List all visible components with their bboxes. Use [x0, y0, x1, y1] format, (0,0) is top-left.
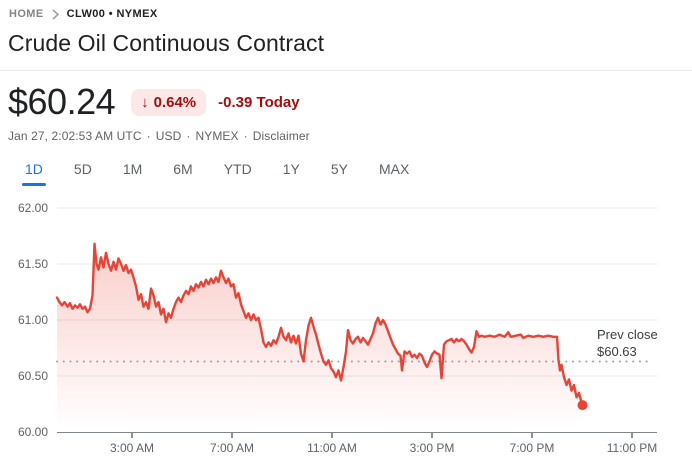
x-axis-label: 11:00 PM: [607, 441, 657, 455]
breadcrumb-current: CLW00 • NYMEX: [66, 8, 158, 20]
meta-separator: ·: [146, 129, 151, 143]
meta-separator: ·: [243, 129, 248, 143]
meta-separator: ·: [186, 129, 191, 143]
x-axis-label: 7:00 PM: [510, 441, 555, 455]
tab-5d[interactable]: 5D: [73, 161, 92, 177]
disclaimer-link[interactable]: Disclaimer: [252, 129, 310, 143]
quote-currency: USD: [155, 129, 182, 143]
quote-timestamp: Jan 27, 2:02:53 AM UTC: [8, 129, 142, 143]
y-axis-label: 60.00: [18, 425, 48, 439]
tab-1y[interactable]: 1Y: [282, 161, 300, 177]
page-title: Crude Oil Continuous Contract: [8, 30, 325, 56]
header-divider: [0, 70, 692, 71]
y-axis-label: 61.00: [18, 313, 48, 327]
current-price: $60.24: [8, 81, 116, 122]
chevron-right-icon: [52, 8, 59, 20]
y-axis-label: 62.00: [18, 201, 48, 215]
down-arrow-icon: ↓: [141, 93, 149, 111]
quote-meta: Jan 27, 2:02:53 AM UTC · USD · NYMEX · D…: [8, 129, 310, 143]
prev-close-label: Prev close: [597, 327, 658, 342]
period-tabs: 1D 5D 1M 6M YTD 1Y 5Y MAX: [22, 158, 410, 186]
prev-close-value: $60.63: [597, 344, 637, 359]
price-line: [55, 242, 584, 407]
y-axis-label: 61.50: [18, 257, 48, 271]
tab-ytd[interactable]: YTD: [223, 161, 252, 177]
x-axis-label: 3:00 PM: [410, 441, 455, 455]
x-axis-label: 3:00 AM: [110, 441, 154, 455]
price-area-fill: [57, 243, 583, 432]
breadcrumb-home-link[interactable]: HOME: [9, 8, 44, 20]
tab-1m[interactable]: 1M: [122, 161, 143, 177]
breadcrumb: HOME CLW00 • NYMEX: [9, 8, 158, 20]
tab-6m[interactable]: 6M: [173, 161, 193, 177]
change-percent-badge: ↓ 0.64%: [131, 88, 207, 116]
change-percent-value: 0.64%: [153, 93, 197, 111]
tab-1d[interactable]: 1D: [22, 158, 46, 186]
quote-exchange: NYMEX: [195, 129, 239, 143]
tab-5y[interactable]: 5Y: [330, 161, 348, 177]
tab-max[interactable]: MAX: [378, 161, 410, 177]
y-axis-label: 60.50: [18, 369, 48, 383]
quote-block: $60.24 ↓ 0.64% -0.39 Today: [8, 84, 300, 120]
last-price-dot: [577, 400, 588, 411]
x-axis-label: 11:00 AM: [307, 441, 357, 455]
change-absolute: -0.39 Today: [218, 93, 300, 111]
x-axis-label: 7:00 AM: [210, 441, 254, 455]
